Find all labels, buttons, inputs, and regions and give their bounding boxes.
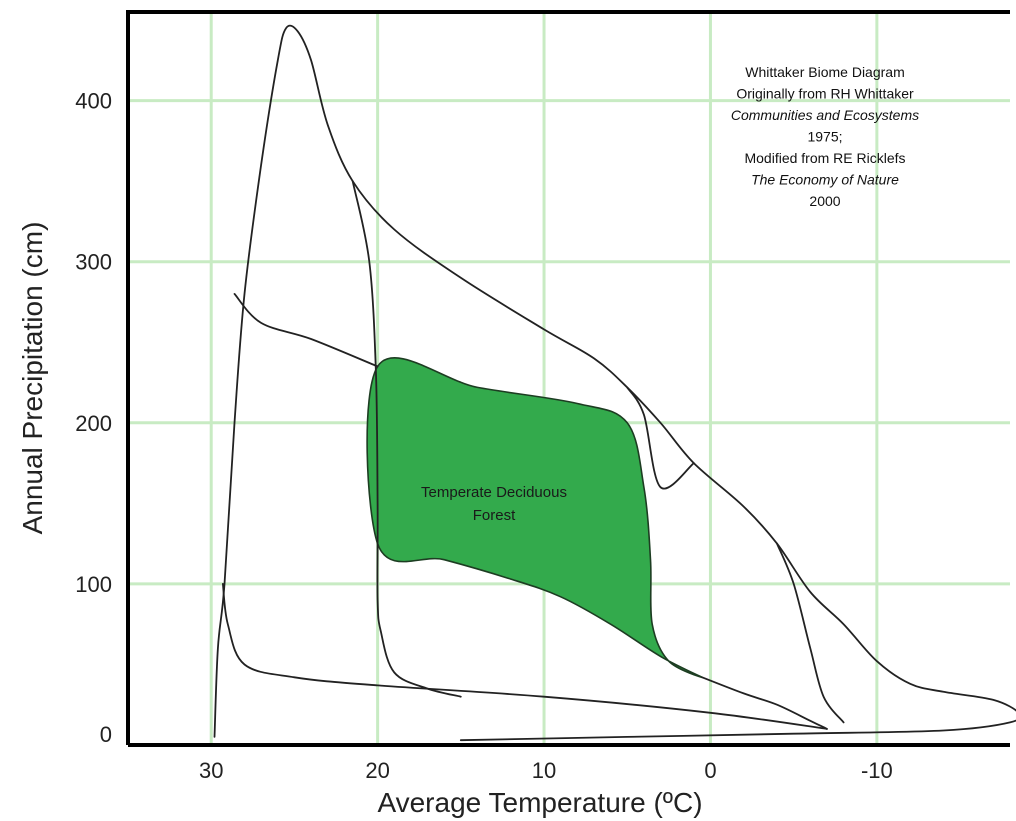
annotation-line-1: Originally from RH Whittaker xyxy=(736,86,914,102)
region-label-line-1: Forest xyxy=(473,507,516,524)
biome-boundary-2 xyxy=(351,180,462,698)
y-axis-title: Annual Precipitation (cm) xyxy=(17,222,48,535)
y-tick-label-4: 400 xyxy=(75,89,112,114)
annotation-line-5: The Economy of Nature xyxy=(751,172,899,188)
y-tick-label-2: 200 xyxy=(75,411,112,436)
region-label: Temperate Deciduous Forest xyxy=(421,484,567,524)
biome-boundary-6 xyxy=(776,542,845,724)
annotation-line-0: Whittaker Biome Diagram xyxy=(745,64,905,80)
x-axis-title: Average Temperature (ºC) xyxy=(377,787,702,818)
biome-boundaries xyxy=(213,24,1016,742)
x-tick-label-0: 30 xyxy=(199,758,223,783)
plot-frame xyxy=(126,10,1010,747)
x-tick-label-3: 0 xyxy=(704,758,716,783)
annotation-line-3: 1975; xyxy=(807,129,842,145)
x-tick-label-1: 20 xyxy=(365,758,389,783)
y-tick-label-0: 0 xyxy=(100,722,112,747)
temperate-deciduous-forest-region xyxy=(366,357,703,679)
region-label-line-0: Temperate Deciduous xyxy=(421,484,567,501)
y-tick-label-1: 100 xyxy=(75,572,112,597)
plot-frame-line xyxy=(126,10,1010,747)
biome-boundary-1 xyxy=(222,583,828,730)
annotation-line-6: 2000 xyxy=(809,193,840,209)
biome-boundary-4 xyxy=(701,676,828,730)
biome-boundary-3 xyxy=(233,293,379,368)
biome-boundary-5 xyxy=(626,386,695,490)
y-tick-label-3: 300 xyxy=(75,250,112,275)
annotation-line-2: Communities and Ecosystems xyxy=(731,107,919,123)
x-tick-label-4: -10 xyxy=(861,758,893,783)
x-tick-label-2: 10 xyxy=(532,758,556,783)
annotation-line-4: Modified from RE Ricklefs xyxy=(744,150,905,166)
axis-titles: Average Temperature (ºC) Annual Precipita… xyxy=(17,222,703,818)
highlighted-region-layer xyxy=(366,357,703,679)
biome-boundary-0 xyxy=(213,24,1016,742)
source-annotation: Whittaker Biome Diagram Originally from R… xyxy=(731,64,919,209)
